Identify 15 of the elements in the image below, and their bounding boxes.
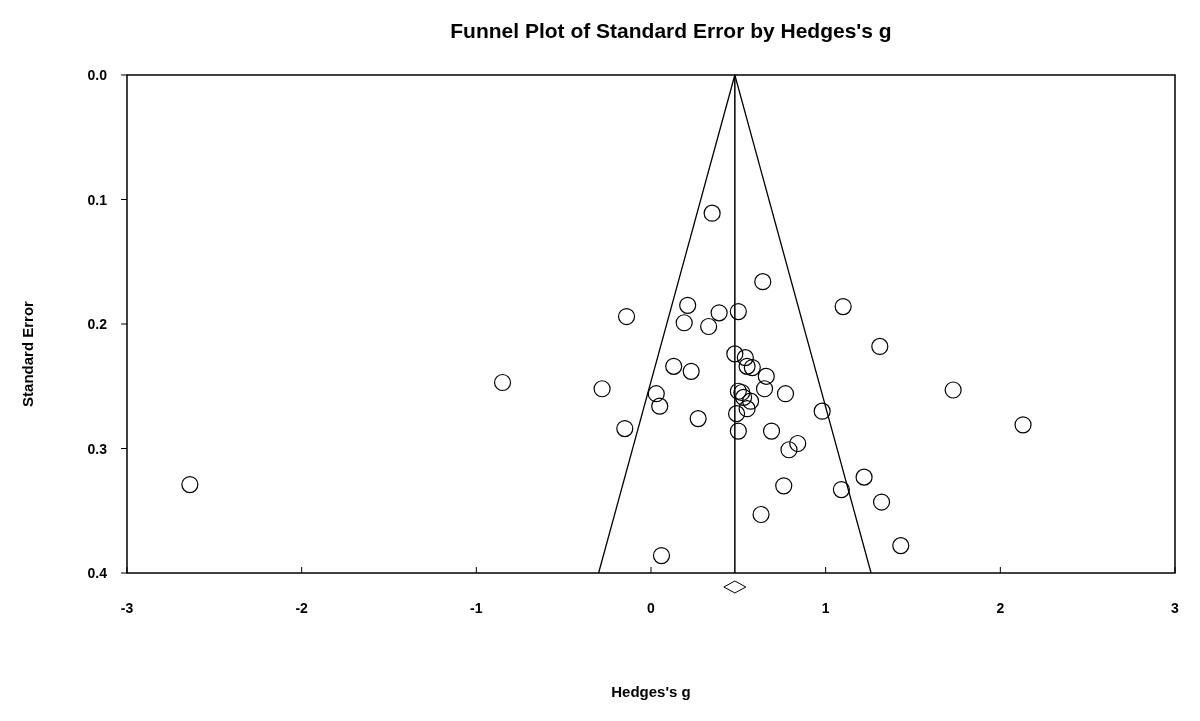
x-tick-label: 1 — [821, 600, 830, 616]
y-tick-label: 0.3 — [87, 440, 108, 457]
x-tick-label: -1 — [470, 600, 483, 616]
x-tick-label: 0 — [647, 600, 656, 616]
y-tick-label: 0.1 — [87, 191, 108, 208]
y-axis-title: Standard Error — [19, 300, 36, 407]
y-tick-label: 0.4 — [87, 565, 108, 581]
x-tick-label: -3 — [120, 600, 134, 616]
x-tick-label: 3 — [1171, 600, 1180, 616]
x-tick-label: 2 — [996, 600, 1005, 616]
y-tick-label: 0.0 — [87, 67, 108, 83]
x-axis-title: Hedges's g — [611, 683, 691, 700]
x-tick-label: -2 — [295, 600, 309, 616]
y-tick-label: 0.2 — [87, 316, 108, 332]
chart-title: Funnel Plot of Standard Error by Hedges's g — [450, 19, 892, 42]
